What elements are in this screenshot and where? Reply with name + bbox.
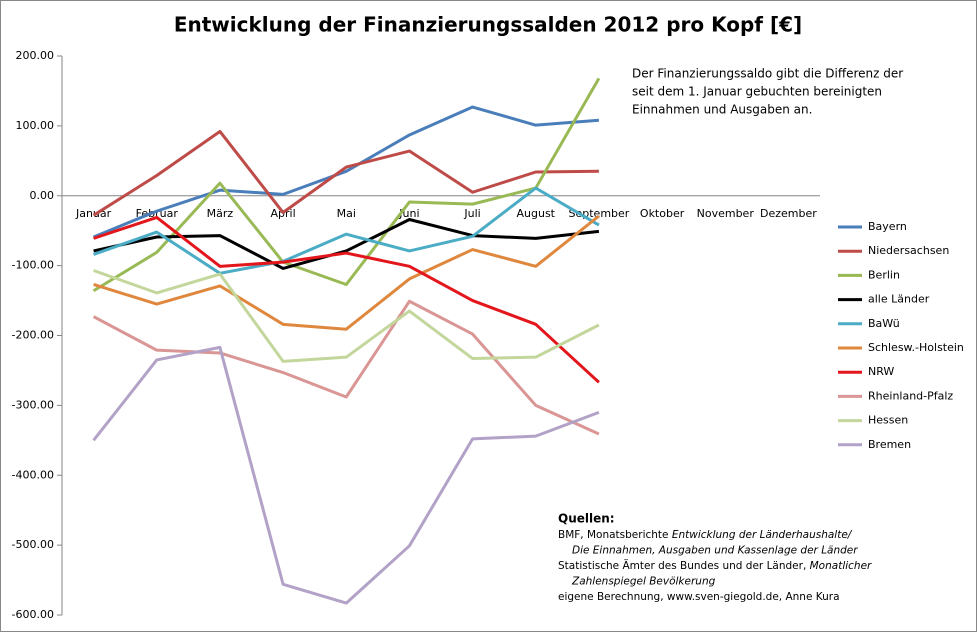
source-text: eigene Berechnung, www.sven-giegold.de, …: [558, 591, 840, 603]
series-line: [92, 345, 600, 605]
y-tick-label: -500.00: [12, 538, 54, 551]
series-line: [93, 186, 600, 275]
legend-label: Bayern: [868, 220, 907, 233]
y-tick-label: -400.00: [12, 468, 54, 481]
y-tick-label: -600.00: [12, 608, 54, 621]
source-line: eigene Berechnung, www.sven-giegold.de, …: [558, 591, 840, 603]
annotation: Der Finanzierungssaldo gibt die Differen…: [632, 67, 903, 81]
series-line: [92, 77, 601, 293]
series-line: [92, 129, 599, 217]
source-line: Zahlenspiegel Bevölkerung: [571, 576, 716, 588]
series-line: [93, 105, 600, 239]
annotation: seit dem 1. Januar gebuchten bereinigten: [632, 85, 882, 99]
source-line: Statistische Ämter des Bundes und der Lä…: [558, 559, 872, 572]
source-line: Die Einnahmen, Ausgaben und Kassenlage d…: [572, 545, 858, 557]
legend-label: Niedersachsen: [868, 244, 949, 257]
source-text: Entwicklung der Länderhaushalte/: [672, 529, 853, 541]
x-tick-label: November: [697, 207, 755, 220]
y-tick-label: -300.00: [12, 398, 54, 411]
source-text: Zahlenspiegel Bevölkerung: [571, 576, 716, 588]
y-tick-label: -100.00: [12, 259, 54, 272]
legend-label: alle Länder: [868, 293, 930, 306]
source-text: Monatlicher: [810, 560, 872, 572]
x-tick-label: Oktober: [640, 207, 685, 220]
legend-label: NRW: [868, 365, 894, 378]
y-tick-label: -200.00: [12, 329, 54, 342]
x-tick-label: August: [517, 207, 556, 220]
legend-label: BaWü: [868, 317, 900, 330]
x-tick-label: Dezember: [760, 207, 817, 220]
series-line: [93, 215, 600, 384]
legend-label: Rheinland-Pfalz: [868, 389, 953, 402]
x-tick-label: Juli: [463, 207, 480, 220]
series-line: [93, 269, 600, 363]
y-tick-label: 0.00: [30, 189, 55, 202]
legend-label: Hessen: [868, 414, 908, 427]
legend-label: Schlesw.-Holstein: [868, 341, 964, 354]
legend-label: Berlin: [868, 268, 900, 281]
legend-label: Bremen: [868, 438, 911, 451]
x-tick-label: März: [207, 207, 234, 220]
source-text: Statistische Ämter des Bundes und der Lä…: [558, 559, 810, 572]
chart-title: Entwicklung der Finanzierungssalden 2012…: [174, 13, 802, 37]
y-tick-label: 100.00: [16, 119, 55, 132]
series-line: [92, 299, 600, 436]
source-text: BMF, Monatsberichte: [558, 529, 672, 541]
sources-title: Quellen:: [558, 512, 615, 526]
series-line: [93, 218, 600, 270]
source-text: Die Einnahmen, Ausgaben und Kassenlage d…: [572, 545, 858, 557]
x-tick-label: Mai: [337, 207, 356, 220]
source-line: BMF, Monatsberichte Entwicklung der Länd…: [558, 529, 853, 541]
annotation: Einnahmen und Ausgaben an.: [632, 103, 812, 117]
y-tick-label: 200.00: [16, 49, 55, 62]
series-line: [93, 214, 600, 331]
